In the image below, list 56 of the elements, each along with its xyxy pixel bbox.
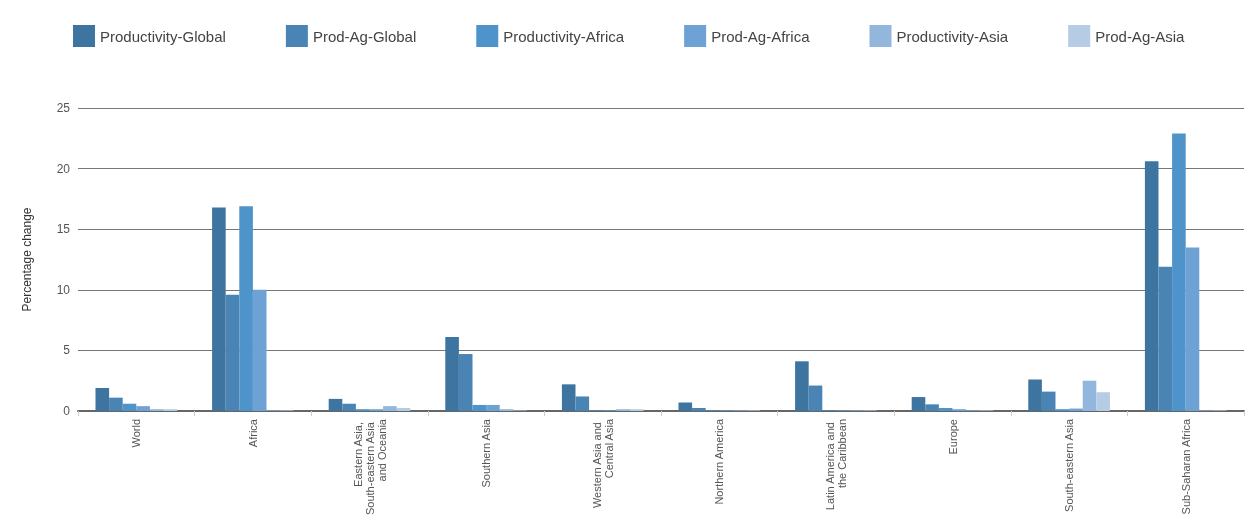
bar [342,403,356,411]
legend-label: Prod-Ag-Asia [1095,27,1186,45]
bar [925,404,939,411]
bar [911,397,926,411]
bar [1185,247,1200,411]
bar [252,289,267,411]
y-axis-title: Percentage change [20,207,34,312]
bar [808,385,823,411]
x-tick-label: Northern America [713,418,726,505]
bar [122,403,137,411]
bar [212,207,226,411]
legend-label: Productivity-Africa [503,27,625,45]
x-tick-label: Eastern Asia, South-eastern Asia and Oceania [351,418,388,516]
x-tick-label: Latin America and the Caribbean [823,419,848,511]
bar [1096,392,1110,411]
bar [692,407,706,411]
bar [458,354,473,411]
bar [239,206,253,411]
bar [1144,161,1159,411]
bar [109,397,123,411]
x-tick-label: Africa [246,418,259,448]
bar [1172,133,1186,411]
legend-label: Prod-Ag-Africa [711,27,811,45]
x-tick-label: Sub-Saharan Africa [1179,418,1192,515]
bar [561,384,576,411]
y-tick-label: 0 [63,404,71,418]
y-tick-label: 15 [56,222,71,237]
bar [225,294,240,411]
y-tick-label: 5 [63,343,71,358]
bar [383,406,397,411]
bar [1028,379,1042,411]
bar [795,361,809,411]
legend-label: Productivity-Global [100,27,226,45]
legend-label: Productivity-Asia [896,27,1009,45]
bar [445,337,459,411]
bar [136,406,150,411]
bar [396,407,411,411]
bar [938,407,953,411]
x-tick-label: Europe [946,419,959,455]
x-tick-label: Western Asia and Central Asia [590,418,615,509]
x-tick-label: South-eastern Asia [1063,418,1076,512]
bar [1158,266,1173,411]
bar [678,402,693,411]
x-tick-label: Southern Asia [480,418,493,488]
x-tick-label: World [130,419,143,448]
bar [486,404,500,411]
y-tick-label: 20 [56,161,71,176]
bar [1082,380,1097,411]
bar [472,404,487,411]
bar [575,396,590,411]
bar [1041,391,1056,411]
bar [328,398,343,411]
legend-label: Prod-Ag-Global [312,27,417,45]
y-tick-label: 25 [56,101,71,115]
y-tick-label: 10 [56,282,71,297]
bar [95,387,110,411]
